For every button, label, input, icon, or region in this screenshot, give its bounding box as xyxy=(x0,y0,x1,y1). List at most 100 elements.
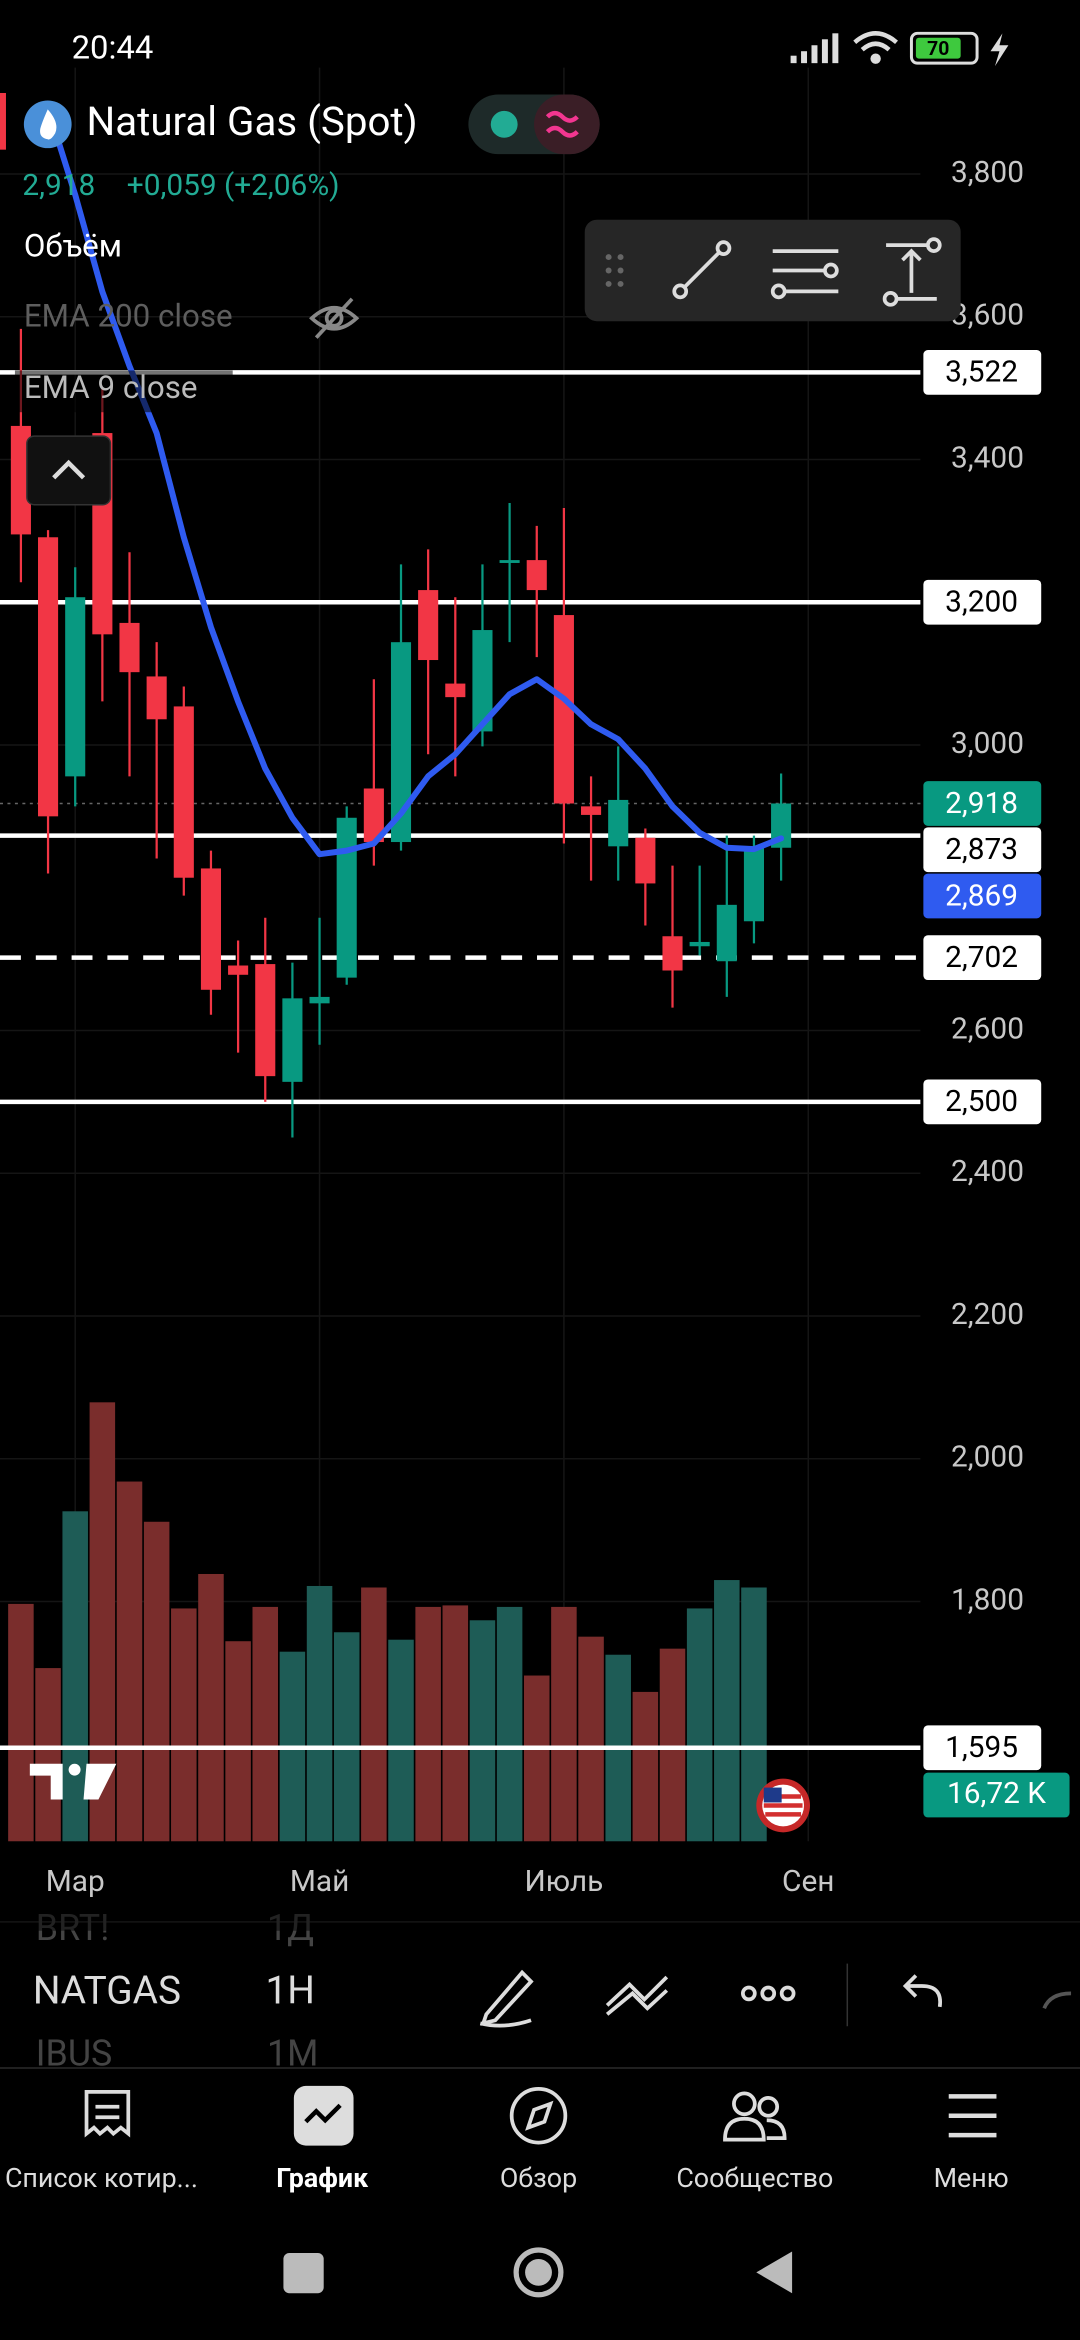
volume-bar xyxy=(388,1639,414,1842)
community-icon[interactable] xyxy=(723,2091,787,2142)
x-tick-label: Май xyxy=(290,1864,349,1899)
android-home[interactable] xyxy=(513,2247,564,2298)
market-dot xyxy=(490,110,518,138)
plot: 3,800 3,600 3,400 3,200 3,000 2,600 2,400 2,200… xyxy=(0,67,1070,1899)
candle-body xyxy=(200,868,222,990)
interval-current[interactable]: 1H xyxy=(266,1969,315,2014)
watchlist-icon[interactable] xyxy=(84,2090,131,2138)
nav-explore[interactable]: Обзор xyxy=(500,2162,577,2194)
nav-chart[interactable]: График xyxy=(276,2162,369,2194)
hidden-eye-icon[interactable] xyxy=(309,297,360,339)
candle-body xyxy=(309,996,330,1004)
volume-bar xyxy=(171,1608,197,1842)
lines-tool[interactable] xyxy=(605,1975,669,2016)
x-tick-label: Сен xyxy=(782,1864,834,1899)
volume-bar xyxy=(632,1691,659,1842)
price-tag xyxy=(923,1079,1042,1125)
trend-line-tool[interactable] xyxy=(672,240,732,300)
y-tick-label: 3,600 xyxy=(951,298,1024,333)
battery-text: 70 xyxy=(927,37,949,60)
nav-menu[interactable]: Меню xyxy=(934,2162,1009,2194)
volume-tag-label: 16,72 K xyxy=(947,1776,1046,1811)
candle-body xyxy=(173,706,194,878)
undo-button[interactable] xyxy=(902,1974,943,2008)
candle-body xyxy=(282,998,303,1082)
chevron-up xyxy=(52,459,86,480)
candle-body xyxy=(445,683,466,698)
explore-icon[interactable] xyxy=(509,2087,568,2145)
volume-bar xyxy=(686,1608,713,1842)
volume-bar xyxy=(714,1580,740,1842)
volume-bar xyxy=(62,1511,88,1842)
candle-body xyxy=(743,847,765,922)
charging-icon xyxy=(990,33,1009,67)
volume-bar xyxy=(143,1521,170,1842)
y-tick-label: 1,800 xyxy=(951,1582,1024,1617)
volume-bar xyxy=(225,1641,251,1842)
android-back[interactable] xyxy=(756,2251,793,2294)
redo-button[interactable] xyxy=(1042,1991,1072,2010)
ema-line xyxy=(45,105,785,858)
candle-body xyxy=(581,806,602,815)
toolbar-grip xyxy=(605,254,624,287)
candle-body xyxy=(553,615,574,804)
price-tag-label: 2,500 xyxy=(945,1084,1018,1119)
menu-icon[interactable] xyxy=(948,2094,997,2138)
y-tick-label: 2,000 xyxy=(951,1440,1024,1475)
pencil-tool[interactable] xyxy=(479,1969,534,2028)
indicator-ema9[interactable]: EMA 9 close xyxy=(24,369,198,406)
price-tag xyxy=(923,873,1042,919)
collapse-button[interactable] xyxy=(26,435,112,506)
candle-body xyxy=(336,817,357,978)
android-recents[interactable] xyxy=(283,2252,324,2294)
flag-icon[interactable] xyxy=(756,1778,810,1833)
ema9-bg xyxy=(14,370,233,413)
indicator-ema200[interactable]: EMA 200 close xyxy=(24,298,233,335)
volume-bar xyxy=(415,1606,441,1842)
fade-top xyxy=(0,1909,1080,1931)
price-tag-label: 2,869 xyxy=(945,878,1018,913)
volume-bar xyxy=(523,1675,550,1842)
more-button[interactable] xyxy=(741,1985,796,2002)
price-tag xyxy=(923,350,1042,395)
price-tag-label: 3,200 xyxy=(945,585,1018,620)
volume-bar xyxy=(8,1603,34,1842)
tv-logo xyxy=(29,1763,117,1800)
candle-body xyxy=(526,560,547,591)
wifi-icon xyxy=(853,31,898,64)
nav-community[interactable]: Сообщество xyxy=(676,2162,833,2194)
candle-body xyxy=(228,965,249,975)
price-tag xyxy=(923,827,1042,873)
candle-body xyxy=(390,642,412,843)
volume-bar xyxy=(496,1606,523,1842)
volume-bar xyxy=(361,1587,387,1842)
volume-bar xyxy=(116,1481,143,1842)
wave-icon xyxy=(545,110,579,138)
indicator-volume[interactable]: Объём xyxy=(24,227,122,264)
x-tick-label: Мар xyxy=(46,1864,105,1899)
price-tag xyxy=(923,935,1042,981)
candle-body xyxy=(65,597,86,777)
candle-body xyxy=(608,799,629,847)
candle-body xyxy=(662,936,683,971)
volume-bar xyxy=(551,1606,577,1842)
candle-body xyxy=(771,803,792,848)
candle-body xyxy=(146,676,167,720)
y-tick-label: 3,000 xyxy=(951,726,1024,761)
android-home-dot xyxy=(525,2258,552,2286)
battery-level xyxy=(915,37,961,59)
battery xyxy=(909,31,979,65)
symbol-name[interactable]: Natural Gas (Spot) xyxy=(87,98,418,145)
volume-bar xyxy=(469,1620,496,1842)
candle-body xyxy=(10,425,31,535)
price-tag xyxy=(923,1725,1042,1771)
volume-bar xyxy=(442,1605,469,1842)
price-tag-label: 1,595 xyxy=(945,1730,1018,1765)
symbol-current[interactable]: NATGAS xyxy=(33,1969,181,2014)
horizontal-line-tool[interactable] xyxy=(770,249,839,300)
volume-bar xyxy=(659,1648,686,1842)
price-range-tool[interactable] xyxy=(882,237,942,307)
candle-body xyxy=(716,904,737,962)
nav-watchlist[interactable]: Список котир... xyxy=(5,2162,198,2194)
